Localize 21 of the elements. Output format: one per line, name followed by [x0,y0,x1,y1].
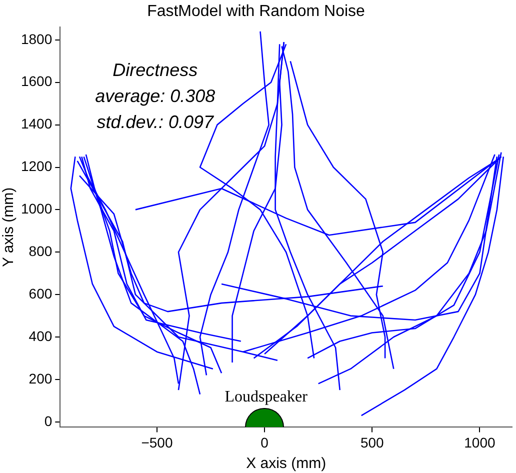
y-axis-title: Y axis (mm) [0,187,18,268]
y-tick-label: 200 [28,370,52,386]
y-tick-label: 600 [28,285,52,302]
chart-title: FastModel with Random Noise [147,3,366,20]
y-tick-label: 1200 [20,158,52,174]
y-tick-label: 1400 [20,116,52,132]
y-tick-label: 0 [44,412,52,429]
x-tick-label: 500 [360,434,384,450]
x-tick-label: 1000 [464,434,496,450]
annotation: Directness [112,60,198,80]
y-tick-label: 1000 [20,200,52,217]
y-tick-label: 1800 [20,30,52,47]
annotation: std.dev.: 0.097 [96,112,215,132]
y-tick-label: 1600 [20,73,52,90]
x-tick-label: 0 [260,434,269,450]
y-tick-label: 800 [28,242,52,259]
x-axis-title: X axis (mm) [246,455,326,472]
x-tick-label: −500 [141,434,173,450]
y-tick-label: 400 [28,328,52,344]
annotation: Loudspeaker [224,388,308,406]
annotation: average: 0.308 [95,86,216,106]
